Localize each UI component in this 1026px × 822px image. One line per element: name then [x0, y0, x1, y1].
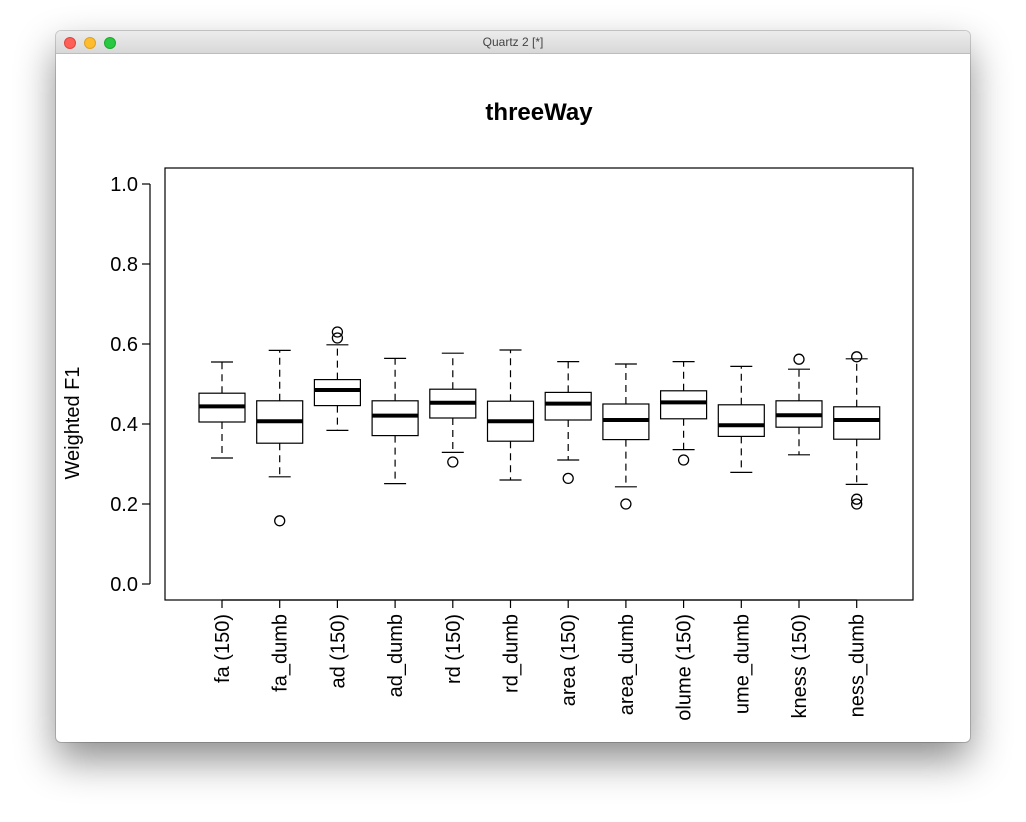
box-9 — [659, 361, 708, 466]
box-iqr — [833, 406, 881, 440]
x-tick-label: ad (150) — [327, 614, 349, 689]
box-3 — [313, 326, 361, 431]
outlier-point — [851, 493, 863, 505]
y-tick-label: 0.8 — [110, 254, 138, 276]
box-series — [198, 326, 881, 527]
box-iqr — [313, 379, 361, 407]
chart-title: threeWay — [485, 99, 593, 126]
zoom-button[interactable] — [104, 37, 116, 49]
box-6 — [486, 349, 535, 481]
title-bar[interactable]: Quartz 2 [*] — [56, 31, 970, 54]
x-tick-label: area_dumb — [616, 614, 638, 715]
box-4 — [371, 357, 419, 485]
boxplot-chart: threeWay Weighted F1 0.00.20.40.60.81.0 … — [62, 99, 914, 721]
x-tick-label: rd (150) — [443, 614, 465, 684]
x-tick-label: ume_dumb — [731, 614, 753, 714]
x-tick-label: fa_dumb — [270, 614, 292, 692]
y-tick-label: 0.0 — [110, 574, 138, 596]
outlier-point — [677, 454, 690, 466]
y-axis: 0.0 0.2 0.4 0.6 0.8 1.0 — [110, 174, 151, 596]
box-5 — [429, 352, 477, 468]
outlier-point — [620, 498, 632, 510]
box-iqr — [659, 390, 708, 420]
box-7 — [544, 361, 592, 485]
x-tick-label: kness (150) — [789, 614, 811, 719]
box-iqr — [717, 404, 765, 437]
x-tick-label: rd_dumb — [501, 614, 523, 693]
outlier-point — [793, 353, 805, 365]
outlier-point — [562, 472, 574, 485]
box-iqr — [544, 391, 592, 421]
close-button[interactable] — [64, 37, 76, 49]
x-tick-label: ness_dumb — [847, 614, 869, 717]
window-title: Quartz 2 [*] — [482, 35, 544, 49]
box-11 — [775, 353, 823, 456]
y-tick-label: 0.6 — [110, 334, 138, 356]
y-axis-label: Weighted F1 — [62, 366, 84, 479]
box-2 — [256, 349, 304, 527]
minimize-button[interactable] — [84, 37, 96, 49]
outlier-point — [331, 326, 344, 338]
y-tick-label: 0.4 — [110, 414, 138, 436]
plot-frame — [164, 167, 914, 601]
outlier-point — [447, 456, 459, 468]
box-8 — [602, 363, 650, 510]
plot-window: Quartz 2 [*] threeWay Weighted F1 0.0 0.2… — [56, 31, 970, 742]
box-12 — [833, 351, 881, 510]
box-10 — [717, 365, 765, 473]
outlier-point — [851, 498, 863, 510]
outlier-point — [274, 515, 286, 527]
outlier-point — [331, 332, 344, 344]
y-tick-label: 1.0 — [110, 174, 138, 196]
box-1 — [198, 361, 246, 459]
x-tick-label: fa (150) — [212, 614, 234, 683]
outlier-point — [851, 351, 863, 363]
x-tick-label: olume (150) — [674, 614, 696, 721]
x-tick-label: area (150) — [558, 614, 580, 706]
x-tick-label: ad_dumb — [385, 614, 407, 697]
box-iqr — [371, 400, 419, 437]
x-axis: fa (150) fa_dumb ad (150) ad_dumb rd (150) rd… — [212, 599, 869, 721]
y-tick-label: 0.2 — [110, 494, 138, 516]
